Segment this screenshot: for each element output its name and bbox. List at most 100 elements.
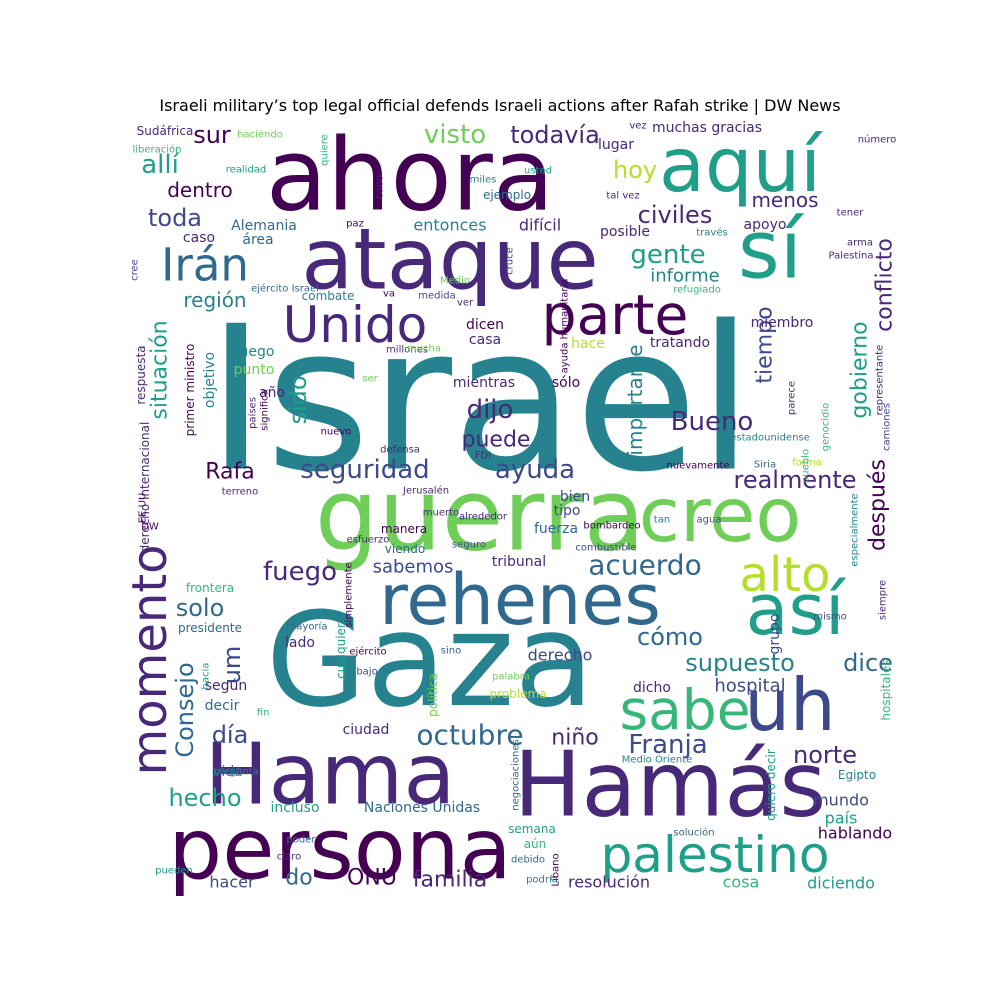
word-cloud-word: palestino [601, 826, 830, 884]
word-cloud-word: rehenes [379, 559, 661, 641]
word-cloud-word: negociaciones [511, 739, 522, 810]
word-cloud-word: mismo [813, 612, 847, 623]
word-cloud-word: DW [141, 522, 159, 533]
word-cloud-word: Medio [440, 276, 470, 287]
word-cloud-word: pregunta [213, 767, 258, 778]
word-cloud-word: ahora [266, 117, 554, 234]
word-cloud-word: hacer [209, 873, 255, 892]
word-cloud-word: dicen [466, 317, 504, 333]
word-cloud-word: Israel [207, 284, 754, 517]
word-cloud-word: posible [600, 224, 650, 240]
word-cloud-word: ciudad [343, 722, 390, 738]
word-cloud-word: sido [284, 375, 312, 424]
word-cloud-word: estadounidense [730, 433, 810, 444]
word-cloud-word: nuevamente [666, 461, 729, 472]
word-cloud-word: dentro [167, 178, 233, 202]
word-cloud-word: seguridad [300, 455, 429, 485]
word-cloud-word: Franja [628, 730, 707, 760]
word-cloud-word: caso [183, 230, 215, 246]
word-cloud-word: liberación [132, 144, 181, 156]
word-cloud-word: Siria [754, 460, 776, 471]
word-cloud-word: ayuda [495, 455, 575, 485]
word-cloud-word: combustible [575, 543, 636, 554]
word-cloud-word: menos [751, 188, 818, 212]
word-cloud-word: Unido [283, 296, 428, 354]
word-cloud-word: alto [740, 547, 831, 603]
word-cloud-word: Egipto [838, 768, 876, 782]
word-cloud-word: sino [441, 646, 461, 657]
word-cloud-word: número [858, 134, 897, 146]
word-cloud-word: través [696, 227, 727, 239]
word-cloud-word: hablando [818, 824, 892, 843]
word-cloud-word: países [247, 397, 259, 429]
word-cloud-word: muchas gracias [652, 120, 762, 136]
word-cloud-word: agua [697, 515, 722, 526]
word-cloud-word: respuesta [134, 345, 148, 404]
word-cloud-word: luego [236, 344, 275, 360]
word-cloud-word: tiempo [753, 306, 778, 383]
word-cloud-word: Alemania [231, 218, 297, 234]
word-cloud-word: Consejo [171, 662, 199, 757]
word-cloud-word: niño [551, 726, 598, 751]
word-cloud-word: vez [629, 121, 646, 132]
word-cloud-word: quiero decir [764, 749, 778, 821]
word-cloud-word: gobierno [848, 321, 873, 418]
word-cloud-word: tener [837, 208, 865, 219]
word-cloud-word: defensa [380, 445, 420, 456]
word-cloud-word: um [218, 646, 246, 685]
word-cloud-word: mucha [407, 344, 441, 355]
word-cloud-word: tan [654, 515, 670, 526]
word-cloud-word: conflicto [873, 238, 898, 332]
word-cloud-word: persona [168, 801, 511, 900]
word-cloud-word: informe [650, 266, 719, 287]
word-cloud-word: bajo [356, 667, 377, 678]
word-cloud-word: tal vez [606, 191, 639, 202]
word-cloud-word: importante [623, 344, 647, 455]
word-cloud-word: casa [469, 332, 501, 348]
word-cloud-word: año [259, 385, 285, 401]
word-cloud-word: sabe [619, 678, 750, 742]
word-cloud-word: pueblo [801, 449, 812, 483]
word-cloud-word: incluso [270, 800, 319, 816]
word-cloud-word: allí [141, 150, 179, 180]
word-cloud-word: todavía [510, 121, 600, 149]
word-cloud-word: área [242, 232, 273, 248]
word-cloud-word: mientras [453, 375, 515, 391]
word-cloud-word: parte [542, 283, 689, 347]
word-cloud-word: bombardeo [583, 521, 640, 532]
word-cloud-word: creo [639, 471, 801, 559]
word-cloud-word: así [746, 569, 847, 651]
word-cloud-word: dicho [633, 680, 671, 696]
word-cloud-word: Hamás [514, 733, 827, 838]
word-cloud-word: aún [524, 837, 547, 851]
word-cloud-word: derecho [528, 646, 593, 665]
word-cloud-word: claro [277, 852, 301, 863]
word-cloud-word: lugar [598, 137, 634, 153]
word-cloud-word: semana [508, 822, 556, 836]
word-cloud-word: momento [122, 544, 178, 775]
word-cloud-word: ONU [347, 866, 397, 891]
word-cloud-word: guerra [315, 457, 645, 574]
word-cloud-word: va [383, 289, 395, 300]
word-cloud-word: FDI [475, 451, 491, 462]
word-cloud-word: terreno [222, 487, 259, 498]
word-cloud-word: ser [362, 374, 378, 385]
word-cloud-word: hacia [201, 663, 212, 690]
word-cloud-word: Jerusalén [402, 485, 449, 497]
word-cloud-word: Palestina [828, 251, 873, 262]
word-cloud-word: EE UU [138, 493, 149, 523]
word-cloud-word: forma [792, 458, 821, 469]
word-cloud-word: situación [148, 320, 173, 419]
word-cloud-word: miembro [751, 315, 814, 331]
word-cloud-word: mundo [813, 791, 869, 810]
word-cloud-word: dijo [467, 395, 514, 425]
word-cloud-word: supuesto [685, 649, 795, 677]
word-cloud-word: hoy [613, 156, 657, 184]
word-cloud-word: país [825, 809, 858, 828]
word-cloud-word: representante [875, 345, 886, 416]
word-cloud-word: siempre [878, 580, 889, 620]
word-cloud-word: muerto [423, 508, 459, 519]
word-cloud-word: Líbano [550, 853, 562, 886]
word-cloud-word: sabemos [373, 557, 454, 578]
